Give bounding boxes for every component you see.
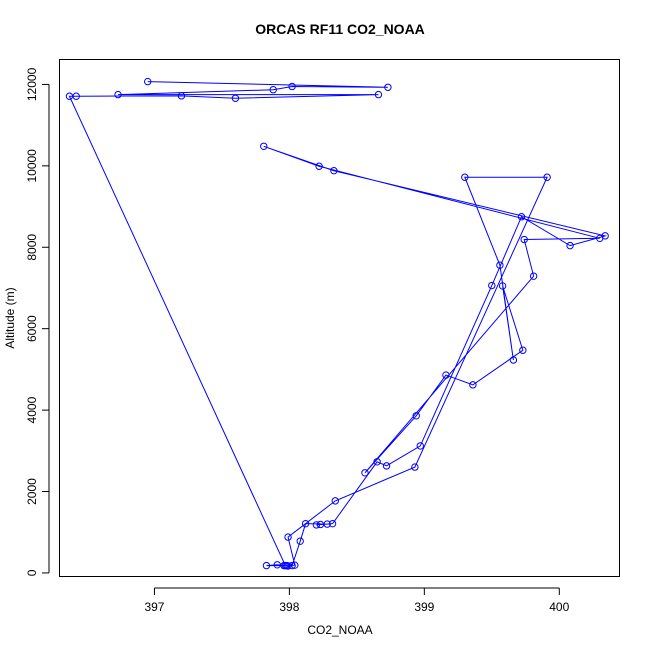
data-point (177, 92, 186, 100)
data-point (384, 83, 392, 91)
data-point (312, 521, 321, 529)
x-tick-label: 399 (414, 600, 434, 614)
data-point (601, 232, 609, 240)
data-point (412, 412, 420, 420)
y-axis-label: Altitude (m) (3, 287, 17, 348)
data-point (498, 282, 507, 290)
data-point (288, 561, 296, 570)
data-point (282, 561, 291, 570)
y-axis: 0 2000 4000 6000 8000 10000 12000 (25, 67, 50, 576)
data-point (374, 90, 383, 99)
data-point (280, 561, 288, 570)
data-point (296, 537, 304, 545)
series-line (68, 81, 608, 567)
data-point (416, 442, 424, 450)
data-series (65, 77, 609, 570)
y-tick-label: 4000 (25, 396, 39, 423)
data-point (284, 533, 292, 541)
y-tick-label: 8000 (25, 234, 39, 261)
data-point (373, 458, 381, 466)
x-tick-label: 398 (279, 600, 299, 614)
data-point (323, 520, 331, 528)
data-point (269, 86, 277, 94)
data-point (144, 77, 152, 86)
y-tick-label: 10000 (25, 149, 39, 183)
data-point (382, 462, 391, 470)
data-point (361, 469, 369, 477)
x-axis-label: CO2_NOAA (307, 623, 372, 637)
data-point (469, 381, 477, 389)
data-point (411, 463, 419, 471)
data-point (65, 92, 74, 100)
data-point (442, 371, 450, 379)
y-tick-label: 2000 (25, 478, 39, 505)
x-axis: 397 398 399 400 (144, 587, 570, 614)
data-point (517, 213, 526, 221)
data-point (509, 356, 518, 364)
data-point (488, 281, 496, 290)
plot-area-frame (59, 59, 620, 577)
y-tick-label: 0 (25, 569, 39, 576)
x-tick-label: 400 (549, 600, 569, 614)
data-point (543, 173, 551, 181)
data-point (328, 519, 337, 528)
data-point (331, 497, 339, 505)
data-point (519, 346, 527, 354)
data-point (520, 235, 528, 244)
data-point (315, 162, 323, 170)
data-point (529, 272, 538, 280)
x-tick-label: 397 (144, 600, 164, 614)
chart-title: ORCAS RF11 CO2_NOAA (255, 21, 425, 37)
data-point (566, 241, 574, 250)
data-point (231, 94, 240, 102)
data-point (262, 561, 271, 570)
data-point (461, 173, 469, 181)
data-point (301, 519, 310, 528)
y-tick-label: 6000 (25, 315, 39, 342)
data-point (330, 167, 338, 175)
data-point (114, 90, 122, 99)
data-point (496, 261, 504, 269)
y-tick-label: 12000 (25, 67, 39, 101)
data-point (260, 142, 268, 151)
data-point (288, 82, 296, 91)
